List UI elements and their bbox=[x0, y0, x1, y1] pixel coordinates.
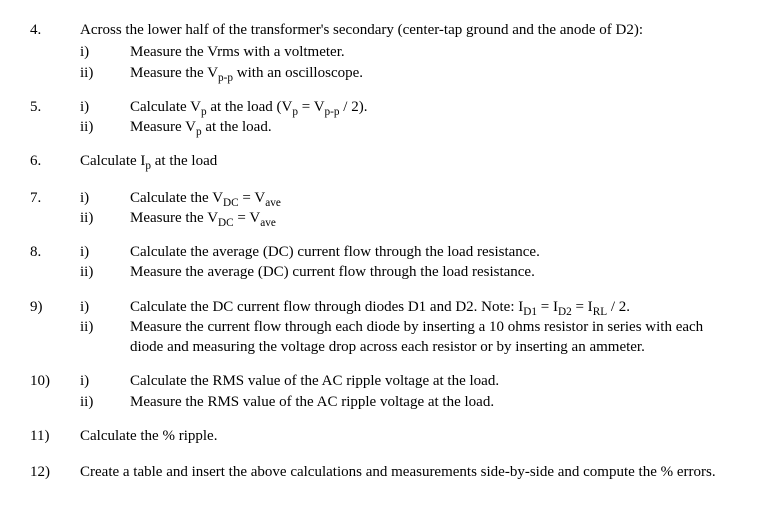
sub-item-number: ii) bbox=[80, 117, 130, 137]
list-item: 10)i)Calculate the RMS value of the AC r… bbox=[30, 371, 736, 412]
item-number: 5. bbox=[30, 97, 80, 138]
sub-item-number: ii) bbox=[80, 262, 130, 282]
sub-item-number: i) bbox=[80, 371, 130, 391]
item-body: i)Calculate the VDC = Vaveii)Measure the… bbox=[80, 188, 736, 229]
item-body: i)Calculate the RMS value of the AC ripp… bbox=[80, 371, 736, 412]
sub-item-number: ii) bbox=[80, 208, 130, 228]
item-body: Calculate Ip at the load bbox=[80, 151, 736, 173]
item-body: i)Calculate the average (DC) current flo… bbox=[80, 242, 736, 283]
sub-item: ii)Measure the RMS value of the AC rippl… bbox=[80, 392, 736, 412]
sub-item: i)Measure the Vrms with a voltmeter. bbox=[80, 42, 736, 62]
list-item: 9)i)Calculate the DC current flow throug… bbox=[30, 297, 736, 358]
sub-item-text: Calculate the average (DC) current flow … bbox=[130, 242, 736, 262]
sub-item-number: ii) bbox=[80, 317, 130, 358]
sub-item-number: ii) bbox=[80, 63, 130, 83]
sub-item-text: Measure the Vp-p with an oscilloscope. bbox=[130, 63, 736, 83]
list-item: 8.i)Calculate the average (DC) current f… bbox=[30, 242, 736, 283]
item-intro: Calculate the % ripple. bbox=[80, 426, 736, 446]
item-number: 7. bbox=[30, 188, 80, 229]
item-body: Create a table and insert the above calc… bbox=[80, 462, 736, 484]
sub-item: i)Calculate the VDC = Vave bbox=[80, 188, 736, 208]
list-item: 4.Across the lower half of the transform… bbox=[30, 20, 736, 83]
item-intro: Calculate Ip at the load bbox=[80, 151, 736, 171]
list-item: 5.i)Calculate Vp at the load (Vp = Vp-p … bbox=[30, 97, 736, 138]
list-item: 12)Create a table and insert the above c… bbox=[30, 462, 736, 484]
item-number: 11) bbox=[30, 426, 80, 448]
document-root: 4.Across the lower half of the transform… bbox=[30, 20, 736, 484]
sub-item-number: i) bbox=[80, 297, 130, 317]
item-intro: Across the lower half of the transformer… bbox=[80, 20, 736, 40]
item-number: 8. bbox=[30, 242, 80, 283]
sub-item-text: Measure Vp at the load. bbox=[130, 117, 736, 137]
sub-item: i)Calculate Vp at the load (Vp = Vp-p / … bbox=[80, 97, 736, 117]
sub-item-number: i) bbox=[80, 188, 130, 208]
item-number: 10) bbox=[30, 371, 80, 412]
item-number: 4. bbox=[30, 20, 80, 83]
sub-item: ii)Measure the VDC = Vave bbox=[80, 208, 736, 228]
sub-item-text: Measure the average (DC) current flow th… bbox=[130, 262, 736, 282]
list-item: 6.Calculate Ip at the load bbox=[30, 151, 736, 173]
list-item: 11)Calculate the % ripple. bbox=[30, 426, 736, 448]
item-body: Across the lower half of the transformer… bbox=[80, 20, 736, 83]
sub-item-text: Measure the RMS value of the AC ripple v… bbox=[130, 392, 736, 412]
sub-item: i)Calculate the RMS value of the AC ripp… bbox=[80, 371, 736, 391]
sub-item: ii)Measure the current flow through each… bbox=[80, 317, 736, 358]
item-body: Calculate the % ripple. bbox=[80, 426, 736, 448]
sub-item-text: Calculate the VDC = Vave bbox=[130, 188, 736, 208]
sub-item-text: Calculate Vp at the load (Vp = Vp-p / 2)… bbox=[130, 97, 736, 117]
sub-item-text: Measure the current flow through each di… bbox=[130, 317, 736, 358]
sub-item-text: Measure the VDC = Vave bbox=[130, 208, 736, 228]
sub-item: ii)Measure the Vp-p with an oscilloscope… bbox=[80, 63, 736, 83]
item-number: 9) bbox=[30, 297, 80, 358]
sub-item: ii)Measure Vp at the load. bbox=[80, 117, 736, 137]
item-body: i)Calculate Vp at the load (Vp = Vp-p / … bbox=[80, 97, 736, 138]
item-body: i)Calculate the DC current flow through … bbox=[80, 297, 736, 358]
list-item: 7.i)Calculate the VDC = Vaveii)Measure t… bbox=[30, 188, 736, 229]
sub-item-text: Calculate the DC current flow through di… bbox=[130, 297, 736, 317]
sub-item: i)Calculate the DC current flow through … bbox=[80, 297, 736, 317]
sub-item: i)Calculate the average (DC) current flo… bbox=[80, 242, 736, 262]
sub-item-text: Measure the Vrms with a voltmeter. bbox=[130, 42, 736, 62]
sub-item-text: Calculate the RMS value of the AC ripple… bbox=[130, 371, 736, 391]
sub-item-number: i) bbox=[80, 97, 130, 117]
item-intro: Create a table and insert the above calc… bbox=[80, 462, 736, 482]
sub-item-number: ii) bbox=[80, 392, 130, 412]
item-number: 12) bbox=[30, 462, 80, 484]
sub-item-number: i) bbox=[80, 42, 130, 62]
sub-item: ii)Measure the average (DC) current flow… bbox=[80, 262, 736, 282]
item-number: 6. bbox=[30, 151, 80, 173]
sub-item-number: i) bbox=[80, 242, 130, 262]
